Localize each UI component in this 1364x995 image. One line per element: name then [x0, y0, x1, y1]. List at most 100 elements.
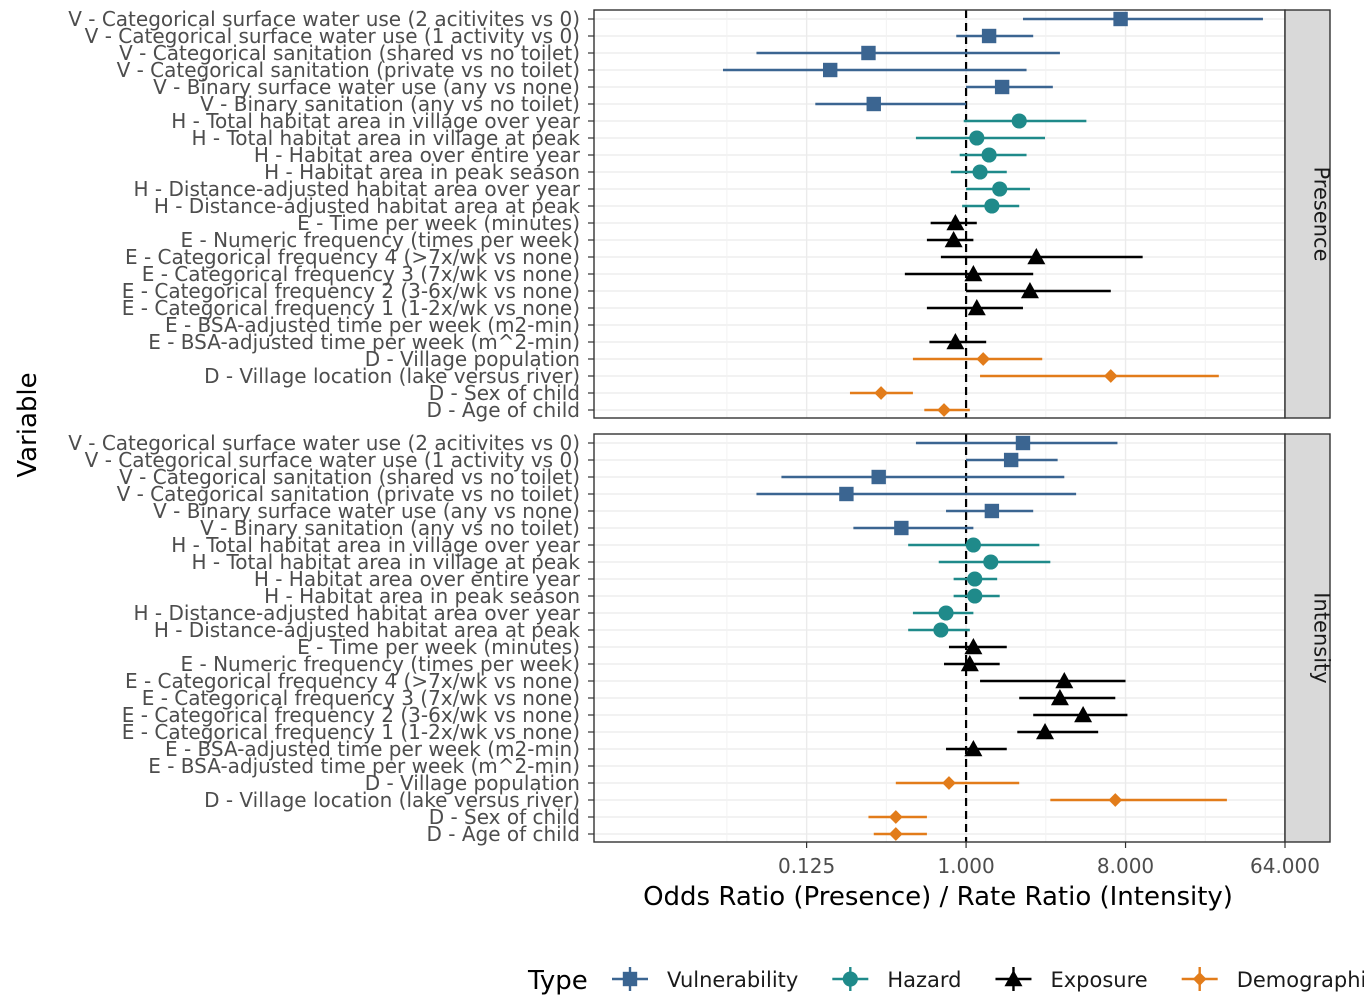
- y-tick-label: E - BSA-adjusted time per week (m2-min): [165, 313, 580, 337]
- point-estimate: [994, 79, 1010, 95]
- panels-layer: V - Categorical surface water use (2 aci…: [68, 7, 1333, 846]
- point-estimate: [933, 622, 949, 638]
- y-tick-label: H - Distance-adjusted habitat area at pe…: [154, 194, 581, 218]
- panel-presence: V - Categorical surface water use (2 aci…: [68, 7, 1333, 422]
- point-estimate: [839, 486, 854, 502]
- y-tick-label: E - Categorical frequency 2 (3-6x/wk vs …: [122, 703, 580, 727]
- y-tick-label: H - Habitat area over entire year: [254, 143, 581, 167]
- y-tick-label: H - Total habitat area in village at pea…: [192, 126, 581, 150]
- point-estimate: [967, 588, 983, 604]
- point-estimate: [937, 403, 951, 417]
- legend-label: Hazard: [887, 968, 961, 992]
- point-estimate: [944, 231, 963, 248]
- point-estimate: [871, 469, 886, 485]
- point-estimate: [967, 299, 986, 316]
- y-tick-label: H - Distance-adjusted habitat area over …: [134, 601, 581, 625]
- y-tick-label: V - Categorical sanitation (private vs n…: [117, 58, 580, 82]
- y-tick-label: E - Categorical frequency 1 (1-2x/wk vs …: [122, 296, 580, 320]
- legend-marker: [622, 971, 638, 987]
- legend-label: Exposure: [1050, 968, 1147, 992]
- y-tick-label: D - Sex of child: [429, 805, 580, 829]
- y-tick-label: E - BSA-adjusted time per week (m2-min): [165, 737, 580, 761]
- point-estimate: [967, 571, 983, 587]
- y-tick-label: H - Total habitat area in village over y…: [171, 109, 581, 133]
- x-axis: 0.125 1.000 8.000 64.000: [778, 842, 1320, 878]
- y-tick-label: V - Binary sanitation (any vs no toilet): [200, 92, 580, 116]
- y-tick-label: E - Numeric frequency (times per week): [181, 652, 581, 676]
- point-estimate: [1011, 113, 1027, 129]
- y-tick-label: V - Categorical surface water use (2 aci…: [68, 431, 580, 455]
- y-tick-label: V - Categorical sanitation (shared vs no…: [119, 465, 580, 489]
- point-estimate: [946, 214, 965, 231]
- legend-marker: [1004, 970, 1023, 987]
- y-tick-label: H - Distance-adjusted habitat area over …: [134, 177, 581, 201]
- point-estimate: [894, 520, 909, 536]
- point-estimate: [1103, 369, 1118, 383]
- facet-strip-label: Intensity: [1310, 592, 1334, 683]
- x-tick-label: 64.000: [1250, 854, 1320, 878]
- point-estimate: [1050, 689, 1069, 706]
- point-estimate: [964, 265, 983, 282]
- y-tick-label: V - Categorical surface water use (2 aci…: [68, 7, 580, 31]
- x-axis-title: Odds Ratio (Presence) / Rate Ratio (Inte…: [643, 882, 1233, 912]
- point-estimate: [984, 198, 1000, 214]
- point-estimate: [972, 164, 988, 180]
- point-estimate: [960, 655, 979, 672]
- y-axis-title: Variable: [13, 372, 43, 477]
- point-estimate: [1027, 248, 1046, 265]
- y-tick-label: H - Distance-adjusted habitat area at pe…: [154, 618, 581, 642]
- point-estimate: [1055, 672, 1074, 689]
- facet-strip-label: Presence: [1310, 166, 1334, 261]
- y-tick-label: V - Categorical sanitation (shared vs no…: [119, 41, 580, 65]
- point-estimate: [1036, 723, 1055, 740]
- point-estimate: [964, 638, 983, 655]
- point-estimate: [984, 503, 1000, 519]
- point-estimate: [822, 62, 838, 78]
- legend-key-vulnerability: Vulnerability: [612, 967, 798, 992]
- y-tick-label: V - Categorical surface water use (1 act…: [85, 24, 580, 48]
- point-estimate: [888, 810, 903, 824]
- point-estimate: [969, 130, 985, 146]
- y-tick-label: D - Village population: [365, 347, 580, 371]
- legend-title: Type: [527, 966, 588, 995]
- y-tick-label: E - Categorical frequency 3 (7x/wk vs no…: [142, 686, 580, 710]
- y-tick-label: H - Total habitat area in village at pea…: [192, 550, 581, 574]
- legend-label: Demographics: [1237, 968, 1364, 992]
- point-estimate: [866, 96, 881, 112]
- point-estimate: [1074, 706, 1093, 723]
- point-estimate: [888, 827, 903, 841]
- point-estimate: [1015, 435, 1031, 451]
- point-estimate: [946, 333, 965, 350]
- y-tick-label: E - Categorical frequency 3 (7x/wk vs no…: [142, 262, 580, 286]
- legend-marker: [842, 971, 858, 987]
- point-estimate: [983, 554, 999, 570]
- point-estimate: [964, 740, 983, 757]
- y-tick-label: E - Time per week (minutes): [297, 635, 580, 659]
- y-tick-label: E - Categorical frequency 4 (>7x/wk vs n…: [125, 245, 580, 269]
- x-tick-label: 0.125: [778, 854, 835, 878]
- point-estimate: [874, 386, 888, 400]
- point-estimate: [992, 181, 1008, 197]
- point-estimate: [976, 352, 991, 366]
- y-tick-label: H - Total habitat area in village over y…: [171, 533, 581, 557]
- legend-key-exposure: Exposure: [995, 967, 1148, 992]
- y-tick-label: H - Habitat area in peak season: [264, 160, 580, 184]
- facet-strip: [1284, 9, 1331, 419]
- y-tick-label: E - Numeric frequency (times per week): [181, 228, 581, 252]
- y-tick-label: E - BSA-adjusted time per week (m^2-min): [148, 330, 580, 354]
- y-tick-label: E - Time per week (minutes): [297, 211, 580, 235]
- y-tick-label: D - Village location (lake versus river): [204, 788, 580, 812]
- y-tick-label: D - Age of child: [427, 822, 581, 846]
- legend: Type Vulnerability Hazard Exposure Demograp…: [527, 966, 1364, 995]
- point-estimate: [981, 28, 997, 44]
- y-tick-label: D - Sex of child: [429, 381, 580, 405]
- y-tick-label: H - Habitat area in peak season: [264, 584, 580, 608]
- panel-background: [594, 10, 1285, 418]
- legend-key-demographics: Demographics: [1181, 967, 1364, 992]
- point-estimate: [1108, 793, 1123, 807]
- y-tick-label: V - Binary surface water use (any vs non…: [153, 75, 580, 99]
- point-estimate: [1113, 11, 1128, 27]
- y-tick-label: E - Categorical frequency 1 (1-2x/wk vs …: [122, 720, 580, 744]
- point-estimate: [1003, 452, 1019, 468]
